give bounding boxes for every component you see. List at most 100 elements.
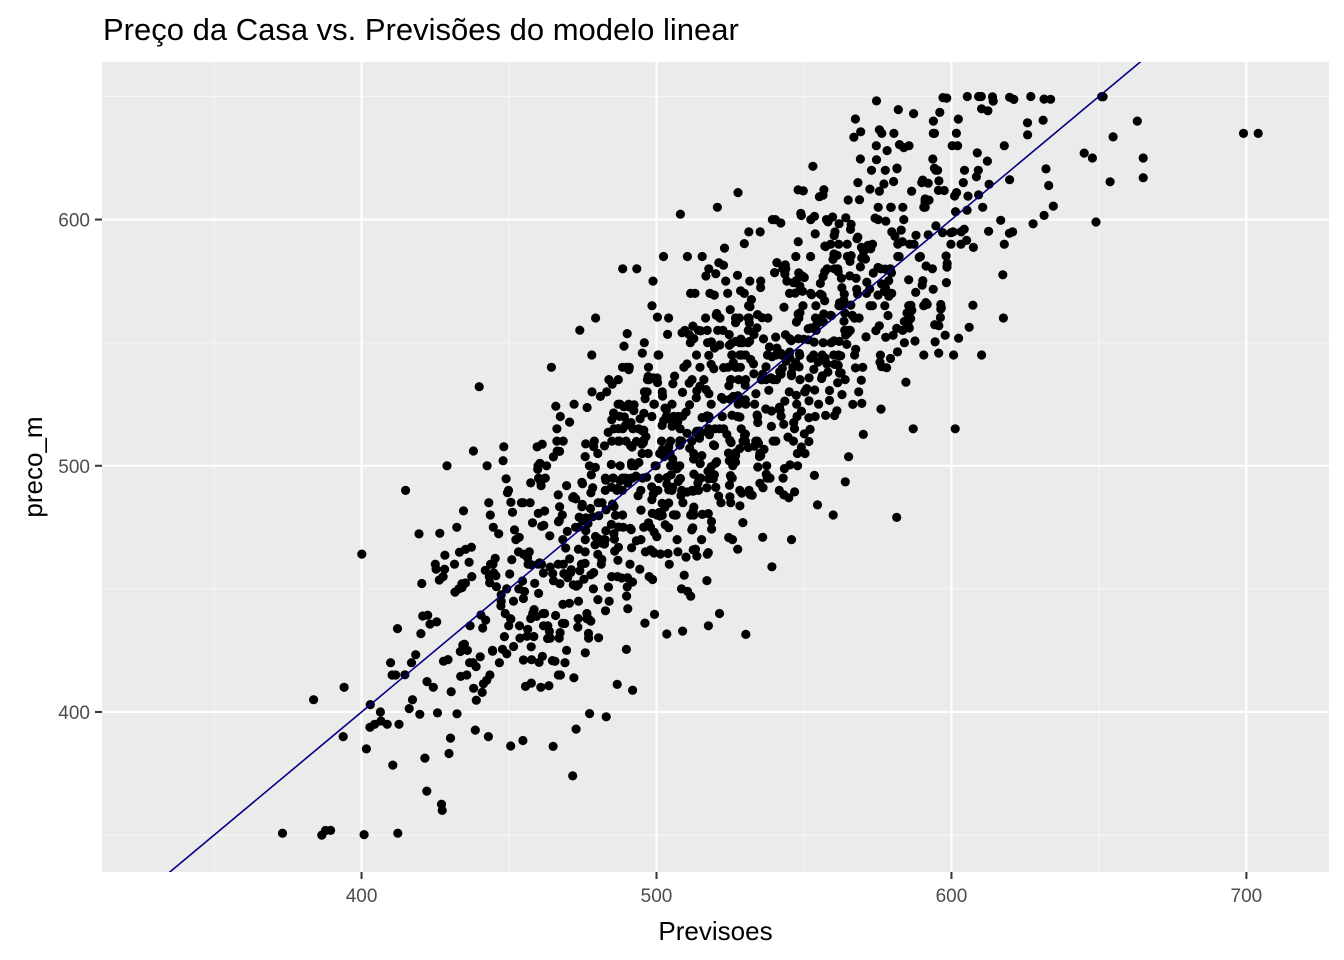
data-point: [881, 332, 891, 342]
data-point: [963, 191, 973, 201]
data-point: [394, 719, 404, 729]
data-point: [848, 399, 858, 409]
data-point: [855, 262, 866, 272]
data-point: [614, 436, 624, 446]
data-point: [762, 461, 772, 471]
data-point: [485, 670, 495, 680]
data-point: [558, 535, 568, 545]
data-point: [622, 582, 632, 592]
data-point: [784, 387, 794, 397]
data-point: [417, 578, 427, 589]
data-point: [738, 436, 748, 446]
data-point: [626, 458, 637, 468]
data-point: [649, 609, 660, 620]
data-point: [536, 682, 546, 692]
data-point: [513, 547, 524, 557]
data-point: [624, 362, 634, 372]
data-point: [747, 490, 757, 500]
data-point: [542, 461, 552, 471]
data-point: [755, 478, 765, 488]
data-point: [601, 475, 611, 485]
data-point: [928, 154, 938, 164]
data-point: [697, 451, 707, 461]
data-point: [527, 655, 537, 665]
data-point: [526, 642, 536, 652]
data-point: [841, 330, 851, 340]
data-point: [761, 362, 771, 372]
data-point: [603, 427, 613, 437]
data-point: [756, 276, 766, 286]
data-point: [915, 251, 926, 262]
data-point: [522, 631, 532, 641]
data-point: [793, 461, 803, 471]
data-point: [593, 448, 603, 459]
data-point: [497, 644, 508, 654]
data-point: [422, 786, 432, 796]
data-point: [950, 424, 960, 434]
data-point: [874, 321, 884, 331]
data-point: [361, 744, 371, 754]
data-point: [591, 313, 601, 323]
data-point: [899, 215, 909, 225]
data-point: [635, 564, 645, 574]
data-point: [719, 243, 730, 253]
data-point: [393, 828, 403, 838]
data-point: [887, 288, 897, 298]
data-point: [482, 461, 492, 471]
data-point: [834, 239, 844, 249]
data-point: [668, 379, 678, 389]
data-point: [790, 487, 800, 497]
data-point: [746, 295, 757, 305]
data-point: [637, 439, 647, 449]
data-point: [401, 485, 411, 495]
data-point: [445, 733, 456, 743]
data-point: [871, 141, 881, 151]
data-point: [580, 535, 590, 545]
data-point: [931, 221, 941, 231]
data-point: [628, 424, 638, 434]
data-point: [686, 591, 696, 601]
data-point: [850, 363, 861, 373]
data-point: [734, 375, 744, 385]
data-point: [982, 156, 993, 166]
data-point: [732, 270, 743, 280]
data-point: [715, 340, 725, 350]
data-point: [623, 604, 633, 614]
data-point: [901, 377, 911, 387]
data-point: [808, 161, 818, 171]
data-point: [761, 404, 771, 414]
data-point: [928, 116, 939, 126]
data-point: [718, 325, 728, 335]
data-point: [601, 526, 611, 536]
data-point: [518, 655, 529, 665]
data-point: [548, 568, 558, 579]
data-point: [664, 523, 674, 533]
data-point: [538, 568, 549, 578]
data-point: [753, 462, 763, 472]
data-point: [664, 559, 674, 569]
data-point: [465, 621, 475, 631]
data-point: [971, 172, 982, 182]
data-point: [618, 264, 628, 274]
data-point: [675, 209, 686, 219]
data-point: [478, 623, 488, 633]
data-point: [712, 202, 723, 212]
data-point: [776, 411, 786, 421]
data-point: [500, 608, 510, 619]
data-point: [796, 406, 807, 416]
data-point: [857, 398, 867, 408]
data-point: [834, 219, 844, 229]
data-point: [388, 760, 398, 770]
data-point: [631, 536, 642, 546]
data-point: [579, 574, 589, 584]
data-point: [739, 239, 749, 249]
data-point: [552, 436, 562, 446]
data-point: [519, 586, 530, 597]
data-point: [392, 624, 403, 634]
data-point: [893, 251, 903, 262]
data-point: [502, 488, 513, 498]
data-point: [601, 505, 611, 515]
data-point: [828, 510, 838, 520]
x-tick-label: 500: [641, 886, 673, 907]
data-point: [584, 614, 594, 624]
